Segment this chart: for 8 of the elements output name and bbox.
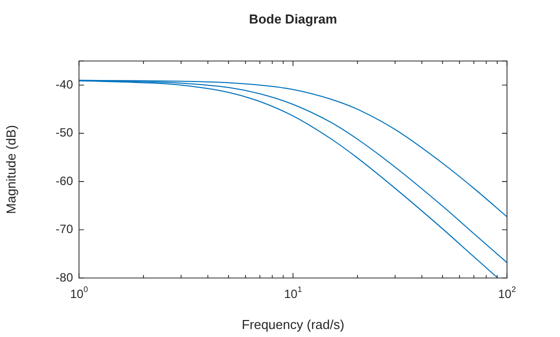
chart-title: Bode Diagram [248, 12, 338, 27]
y-tick-label: -50 [56, 126, 74, 140]
x-axis-title: Frequency (rad/s) [242, 316, 344, 332]
y-tick-label: -40 [56, 77, 74, 92]
y-tick-label: -80 [56, 270, 74, 284]
y-tick-label: -60 [56, 174, 74, 188]
y-tick-label: -70 [56, 222, 74, 236]
y-axis-title: Magnitude (dB) [3, 125, 18, 214]
